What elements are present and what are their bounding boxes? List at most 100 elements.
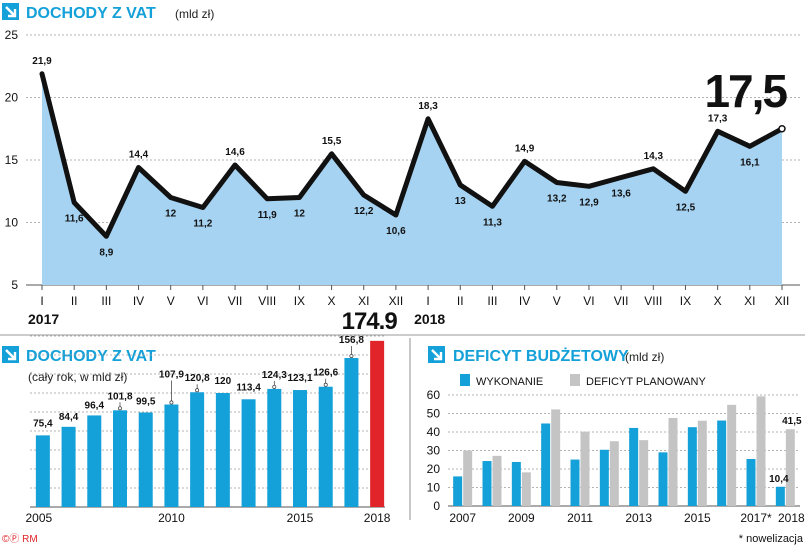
x-tick-label: 2018 (778, 511, 805, 525)
x-tick-label: X (328, 294, 336, 308)
bars (453, 396, 795, 506)
y-gridlines (448, 394, 800, 507)
arrow-icon (2, 3, 19, 20)
x-tick-label: 2009 (508, 511, 535, 525)
area-fill (42, 73, 782, 285)
x-tick-label: I (40, 294, 43, 308)
value-label: 75,4 (33, 418, 53, 429)
value-label: 120 (215, 376, 232, 387)
data-points (41, 73, 786, 237)
x-tick-label: 2011 (567, 511, 593, 525)
bar-wykonanie (541, 423, 551, 506)
value-label: 15,5 (322, 136, 342, 147)
chart-subtitle: (mld zł) (175, 7, 214, 21)
x-tick-label: XI (744, 294, 755, 308)
value-label: 14,9 (515, 143, 535, 154)
x-tick-label: III (101, 294, 111, 308)
bar-planowany (609, 441, 619, 506)
x-tick-label: XII (389, 294, 404, 308)
y-tick-label: 40 (427, 425, 441, 439)
legend-label-wykonanie: WYKONANIE (476, 376, 543, 388)
x-tick-label: IV (519, 294, 530, 308)
y-tick-label: 10 (427, 481, 441, 495)
y-tick-label: 25 (5, 28, 19, 42)
x-tick-label: II (71, 294, 78, 308)
value-label: 124,3 (262, 370, 287, 381)
x-tick-label: I (426, 294, 429, 308)
bar-wykonanie (775, 486, 785, 506)
x-tick-labels: 2007 2009 2011 2013 2015 2017* 2018 (449, 511, 805, 525)
bar-planowany (521, 472, 531, 506)
x-tick-label: 2015 (287, 511, 314, 525)
leader-dot (272, 384, 277, 389)
bar-planowany (492, 455, 502, 506)
x-tick-label: IX (294, 294, 305, 308)
bar-planowany (580, 431, 590, 506)
value-labels: 21,9 11,6 8,9 14,4 12 11,2 14,6 11,9 12 15,5 12,2 1… (32, 56, 789, 259)
year-label: 2017 (28, 311, 59, 327)
leader-dot (195, 388, 200, 393)
value-labels: 10,4 41,5 (769, 416, 802, 485)
annual-vat-chart: DOCHODY Z VAT (cały rok, w mld zł) 75,4 8… (2, 308, 398, 525)
series-line (39, 71, 785, 239)
bar-wykonanie (570, 459, 580, 506)
bar (87, 415, 102, 507)
bar-wykonanie (599, 449, 609, 506)
value-label: 12,9 (579, 197, 599, 208)
value-label: 113,4 (236, 382, 261, 393)
bar-wykonanie (511, 461, 521, 506)
bar (113, 410, 127, 507)
bar-planowany (668, 417, 678, 506)
value-label: 8,9 (99, 247, 113, 258)
chart-title: DEFICYT BUDŻETOWY (453, 347, 629, 365)
value-label: 126,6 (313, 368, 338, 379)
bar (138, 412, 153, 507)
value-label: 10,4 (769, 474, 789, 485)
year-label: 2018 (414, 311, 445, 327)
y-tick-label: 60 (427, 388, 441, 402)
arrow-icon (428, 346, 445, 363)
y-tick-labels: 0 10 20 30 40 50 60 (427, 388, 441, 513)
x-tick-label: 2015 (684, 511, 711, 525)
leader-dot (118, 406, 122, 411)
y-tick-label: 50 (427, 407, 441, 421)
value-label: 14,4 (129, 150, 149, 161)
leader-dot (323, 382, 328, 387)
x-tick-label: III (487, 294, 497, 308)
y-tick-label: 20 (5, 91, 19, 105)
x-tick-label: 2005 (26, 511, 53, 525)
bar-wykonanie (629, 427, 639, 506)
y-tick-label: 0 (433, 499, 440, 513)
value-label-highlight: 174.9 (342, 308, 398, 335)
y-tick-label: 10 (5, 216, 19, 230)
bar-wykonanie (687, 427, 697, 506)
chart-title: DOCHODY Z VAT (26, 5, 156, 22)
value-label: 101,8 (107, 391, 132, 402)
y-tick-labels: 5 10 15 20 25 (5, 28, 19, 292)
end-marker (778, 125, 786, 133)
value-label: 41,5 (782, 416, 802, 427)
value-label: 21,9 (32, 56, 52, 67)
value-label: 11,9 (258, 210, 277, 221)
x-tick-label: II (457, 294, 464, 308)
bar-planowany (463, 450, 473, 506)
value-label: 96,4 (85, 400, 105, 411)
value-label: 11,3 (483, 217, 502, 228)
legend-label-planowany: DEFICYT PLANOWANY (586, 376, 706, 388)
x-tick-label: 2017* (740, 511, 772, 525)
chart-title: DOCHODY Z VAT (26, 348, 156, 365)
bar-planowany (551, 409, 561, 506)
value-label: 10,6 (386, 226, 406, 237)
x-tick-label: 2007 (449, 511, 476, 525)
x-tick-label: 2018 (364, 511, 391, 525)
bar (344, 358, 359, 507)
bar-planowany (697, 420, 707, 506)
bar (35, 435, 50, 507)
y-tick-label: 20 (427, 462, 441, 476)
x-tick-labels: 2005 2010 2015 2018 (26, 511, 391, 525)
legend-swatch-wykonanie (460, 374, 470, 386)
y-tick-label: 30 (427, 444, 441, 458)
x-tick-label: VIII (644, 294, 662, 308)
